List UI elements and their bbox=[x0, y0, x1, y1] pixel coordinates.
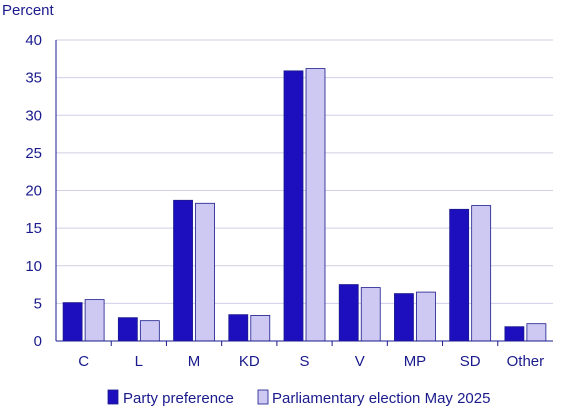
bar-m-series-0 bbox=[173, 199, 193, 342]
bar-sd-series-0 bbox=[449, 208, 470, 342]
gridlines bbox=[56, 39, 553, 304]
bar-kd-series-0 bbox=[228, 314, 249, 342]
bar-s-series-1 bbox=[305, 68, 326, 342]
legend-label-party-preference: Party preference bbox=[123, 390, 234, 407]
y-axis-label: Percent bbox=[2, 2, 55, 19]
bars bbox=[62, 68, 547, 342]
legend-swatch-parliamentary-election bbox=[257, 389, 269, 405]
y-tick-label: 5 bbox=[34, 295, 42, 312]
y-tick-label: 35 bbox=[25, 70, 42, 87]
bar-m-series-1 bbox=[195, 202, 215, 342]
y-tick-label: 10 bbox=[25, 258, 42, 275]
y-tick-label: 30 bbox=[25, 107, 42, 124]
x-tick-labels: C L M KD S V MP SD Other bbox=[78, 341, 544, 370]
bar-other-series-0 bbox=[504, 326, 525, 342]
x-tick-label: L bbox=[135, 353, 143, 370]
bar-mp-series-0 bbox=[394, 293, 414, 342]
bar-s-series-0 bbox=[283, 70, 304, 342]
x-tick-label: MP bbox=[404, 353, 427, 370]
y-tick-label: 15 bbox=[25, 220, 42, 237]
x-tick-label: M bbox=[188, 353, 201, 370]
bar-other-series-1 bbox=[526, 323, 547, 342]
x-tick-label: V bbox=[355, 353, 365, 370]
bar-v-series-0 bbox=[338, 284, 359, 342]
bar-c-series-1 bbox=[84, 299, 105, 342]
bar-l-series-1 bbox=[139, 320, 160, 342]
y-tick-label: 40 bbox=[25, 32, 42, 49]
y-tick-label: 0 bbox=[34, 333, 42, 350]
legend-swatch-party-preference bbox=[107, 389, 119, 405]
y-tick-label: 25 bbox=[25, 145, 42, 162]
bar-v-series-1 bbox=[360, 287, 381, 342]
x-tick-label: SD bbox=[460, 353, 481, 370]
bar-c-series-0 bbox=[62, 302, 83, 342]
bar-l-series-0 bbox=[117, 317, 138, 342]
x-tick-label: Other bbox=[507, 353, 545, 370]
bar-kd-series-1 bbox=[250, 315, 271, 342]
legend: Party preference Parliamentary election … bbox=[107, 389, 490, 407]
y-tick-label: 20 bbox=[25, 183, 42, 200]
x-tick-label: S bbox=[299, 353, 309, 370]
y-tick-labels: 0 5 10 15 20 25 30 35 40 bbox=[25, 32, 42, 350]
bar-sd-series-1 bbox=[471, 205, 492, 342]
legend-label-parliamentary-election: Parliamentary election May 2025 bbox=[272, 390, 490, 407]
x-tick-label: KD bbox=[239, 353, 260, 370]
x-tick-label: C bbox=[78, 353, 89, 370]
bar-mp-series-1 bbox=[416, 291, 436, 342]
